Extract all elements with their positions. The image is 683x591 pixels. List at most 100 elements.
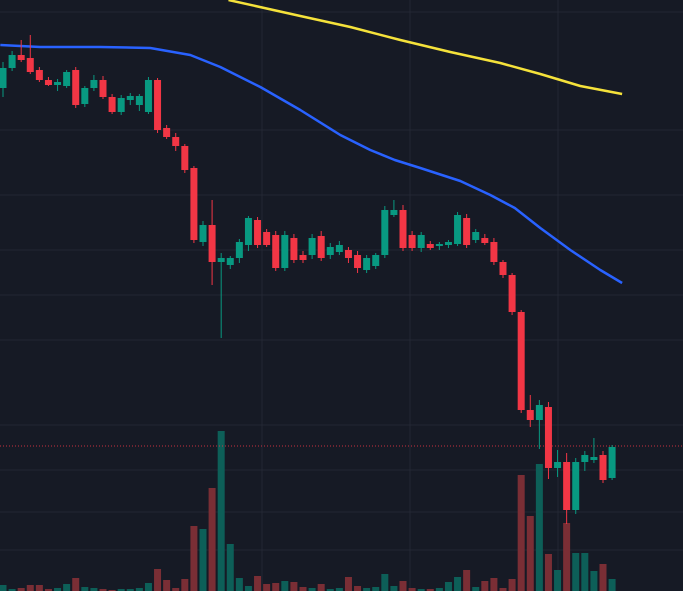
volume-bar — [26, 585, 34, 591]
volume-bar — [390, 586, 398, 591]
candle-body — [317, 236, 325, 258]
volume-bar — [308, 588, 316, 591]
candle-body — [572, 462, 580, 510]
candle-body — [35, 70, 43, 80]
candle-body — [544, 407, 552, 468]
candle-body — [463, 218, 471, 245]
volume-bar — [117, 589, 125, 591]
volume-bar — [317, 584, 325, 591]
candle-body — [599, 455, 607, 480]
candle-body — [554, 462, 562, 468]
volume-bar — [381, 574, 389, 591]
volume-bar — [290, 582, 298, 591]
candle-body — [472, 232, 480, 240]
candle-body — [517, 312, 525, 410]
volume-bar — [354, 586, 362, 591]
candle-body — [390, 210, 398, 215]
candle-body — [217, 258, 225, 262]
volume-bar — [399, 581, 407, 591]
volume-bar — [563, 523, 571, 591]
volume-bar — [63, 584, 71, 591]
volume-bar — [8, 589, 16, 591]
volume-bar — [454, 577, 462, 591]
volume-bar — [126, 589, 134, 591]
moving-average — [228, 0, 623, 96]
candle-body — [0, 68, 7, 88]
volume-bar — [199, 529, 207, 591]
volume-bar — [235, 578, 243, 591]
candle-body — [535, 405, 543, 420]
volume-bar — [17, 588, 25, 591]
volume-bar — [508, 579, 516, 591]
candle-body — [426, 244, 434, 248]
candle-body — [17, 55, 25, 60]
candle-body — [263, 232, 271, 245]
candle-body — [126, 96, 134, 100]
candle-body — [108, 97, 116, 112]
volume-bar — [590, 571, 598, 591]
volume-bar — [526, 516, 534, 591]
volume-bar — [544, 554, 552, 591]
volume-bar — [54, 588, 62, 591]
volume-bar — [299, 587, 307, 591]
volume-bar — [181, 579, 189, 591]
volume-bar — [581, 553, 589, 591]
volume-bar — [326, 589, 334, 591]
candle-body — [381, 210, 389, 255]
volume-bar — [363, 588, 371, 591]
candle-body — [117, 98, 125, 112]
volume-bar — [463, 570, 471, 591]
candle-body — [208, 225, 216, 262]
candle-body — [144, 80, 152, 112]
volume-bar — [554, 570, 562, 591]
volume-bar — [372, 587, 380, 591]
candle-body — [435, 244, 443, 246]
volume-bar — [190, 526, 198, 591]
candle-body — [608, 447, 616, 478]
volume-bar — [335, 588, 343, 591]
volume-bar — [490, 578, 498, 591]
candle-body — [444, 242, 452, 245]
candle-body — [590, 457, 598, 460]
candle-body — [281, 235, 289, 268]
volume-bar — [99, 589, 107, 591]
candle-body — [72, 70, 80, 105]
volume-bar — [135, 588, 143, 591]
candle-body — [499, 262, 507, 275]
candle-body — [399, 210, 407, 248]
candle-body — [454, 215, 462, 244]
candle-body — [163, 128, 171, 137]
volume-bar — [172, 588, 180, 591]
candle-body — [44, 80, 52, 85]
candle-body — [581, 455, 589, 462]
candle-body — [26, 58, 34, 72]
volume-bar — [499, 588, 507, 591]
candle-body — [54, 82, 62, 85]
candle-body — [508, 275, 516, 312]
candle-body — [154, 80, 162, 130]
volume-bar — [208, 488, 216, 591]
volume-bar — [608, 579, 616, 591]
candle-body — [526, 410, 534, 420]
candle-body — [363, 258, 371, 270]
candle-body — [272, 235, 280, 268]
candle-body — [190, 168, 198, 240]
moving-average — [0, 43, 623, 285]
candle-body — [490, 242, 498, 262]
volume-bar — [254, 576, 262, 591]
candle-body — [563, 462, 571, 510]
volume-bar — [426, 589, 434, 591]
candle-body — [172, 137, 180, 146]
volume-bar — [35, 585, 43, 591]
volume-bar — [226, 544, 234, 591]
volume-bar — [599, 564, 607, 591]
volume-bar — [517, 475, 525, 591]
volume-bar — [154, 569, 162, 591]
candle-body — [244, 218, 252, 245]
volume-bar — [0, 585, 7, 591]
volume-bar — [481, 581, 489, 591]
volume-bar — [90, 588, 98, 591]
candle-body — [81, 88, 89, 104]
volume-bar — [72, 578, 80, 591]
